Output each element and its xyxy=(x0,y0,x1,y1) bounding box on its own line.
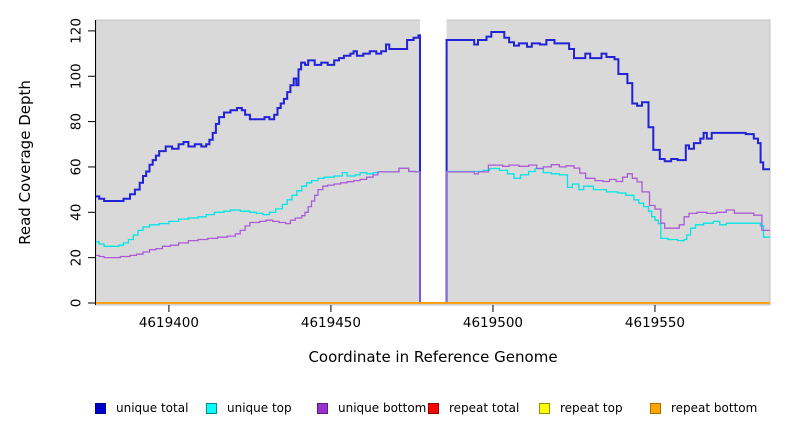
x-tick-label: 4619450 xyxy=(301,315,361,331)
legend-item-repeat-bottom: repeat bottom xyxy=(650,397,757,419)
chart-canvas: 0 20 40 60 80 100 120 4619400 4619450 4619500 4619… xyxy=(16,16,771,366)
x-axis-label: Coordinate in Reference Genome xyxy=(308,348,557,366)
legend-swatch xyxy=(650,402,661,414)
legend-item-unique-bottom: unique bottom xyxy=(317,397,426,419)
chart-legend: unique total unique top unique bottom repea… xyxy=(0,397,792,421)
y-tick-label: 0 xyxy=(69,299,85,308)
series-line-unique-bottom xyxy=(96,164,770,304)
legend-swatch xyxy=(539,402,550,414)
masked-region xyxy=(420,16,447,303)
x-tick-label: 4619550 xyxy=(625,315,685,331)
legend-item-repeat-top: repeat top xyxy=(539,397,623,419)
y-tick-label: 40 xyxy=(69,204,85,221)
y-axis-label: Read Coverage Depth xyxy=(16,80,34,245)
legend-label: unique total xyxy=(116,401,189,415)
legend-item-repeat-total: repeat total xyxy=(428,397,519,419)
legend-label: unique bottom xyxy=(338,401,427,415)
y-tick-label: 100 xyxy=(69,63,85,89)
legend-label: repeat bottom xyxy=(671,401,758,415)
y-tick-label: 80 xyxy=(69,113,85,130)
legend-swatch xyxy=(95,402,106,414)
y-tick-label: 20 xyxy=(69,249,85,266)
series-line-unique-total xyxy=(96,31,770,304)
x-tick-label: 4619400 xyxy=(139,315,199,331)
y-tick-label: 60 xyxy=(69,158,85,175)
legend-label: repeat total xyxy=(449,401,520,415)
legend-swatch xyxy=(317,402,328,414)
legend-label: repeat top xyxy=(560,401,623,415)
y-tick-label: 120 xyxy=(69,18,85,44)
legend-swatch xyxy=(206,402,217,414)
legend-swatch xyxy=(428,402,439,414)
legend-item-unique-total: unique total xyxy=(95,397,188,419)
x-tick-label: 4619500 xyxy=(463,315,523,331)
legend-item-unique-top: unique top xyxy=(206,397,292,419)
legend-label: unique top xyxy=(227,401,292,415)
